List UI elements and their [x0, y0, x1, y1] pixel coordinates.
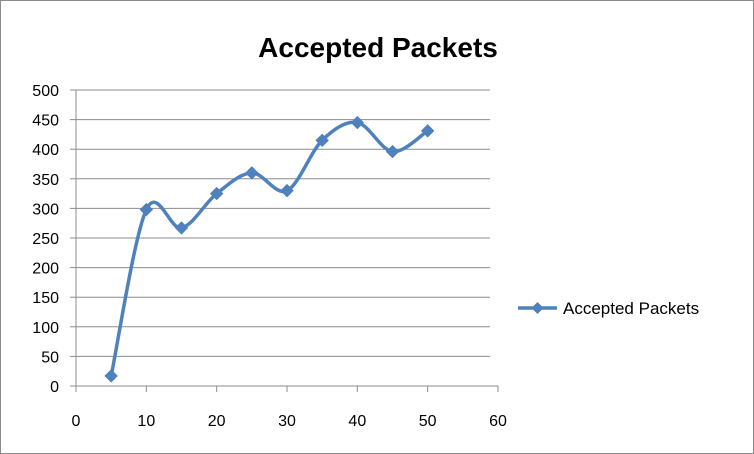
legend-diamond-marker — [531, 302, 544, 314]
series-accepted-packets — [104, 115, 435, 383]
data-point-marker — [104, 369, 118, 383]
data-point-marker — [315, 133, 329, 148]
x-tick-label: 10 — [137, 413, 155, 430]
data-point-marker — [420, 124, 435, 138]
y-tick-label: 250 — [32, 231, 59, 248]
y-tick-label: 50 — [41, 349, 59, 366]
x-tick-label: 0 — [72, 413, 81, 430]
x-tick-label: 40 — [348, 413, 366, 430]
data-point-marker — [385, 144, 400, 159]
y-tick-label: 350 — [32, 172, 59, 189]
y-tick-label: 450 — [32, 113, 59, 130]
axes — [70, 89, 499, 392]
legend-label: Accepted Packets — [563, 299, 699, 318]
y-tick-label: 150 — [32, 290, 59, 307]
y-tick-label: 500 — [32, 83, 59, 100]
data-point-marker — [209, 186, 224, 201]
data-point-marker — [245, 166, 259, 180]
y-tick-label: 0 — [50, 379, 59, 396]
x-tick-label: 50 — [419, 413, 437, 430]
x-tick-label: 20 — [208, 413, 226, 430]
series-line — [109, 120, 429, 377]
data-point-marker — [139, 202, 154, 217]
y-tick-label: 300 — [32, 201, 59, 218]
y-tick-label: 200 — [32, 261, 59, 278]
data-point-marker — [280, 183, 294, 198]
x-tick-label: 30 — [278, 413, 296, 430]
x-tick-label: 60 — [489, 413, 507, 430]
y-tick-label: 100 — [32, 320, 59, 337]
chart-title: Accepted Packets — [258, 32, 498, 63]
data-point-marker — [174, 221, 189, 235]
x-axis-tick-labels: 0 10 20 30 40 50 60 — [72, 413, 507, 430]
y-tick-label: 400 — [32, 142, 59, 159]
data-point-marker — [350, 115, 365, 130]
y-axis-tick-labels: 0 50 100 150 200 250 300 350 400 450 500 — [32, 83, 59, 396]
legend: Accepted Packets — [518, 299, 699, 318]
